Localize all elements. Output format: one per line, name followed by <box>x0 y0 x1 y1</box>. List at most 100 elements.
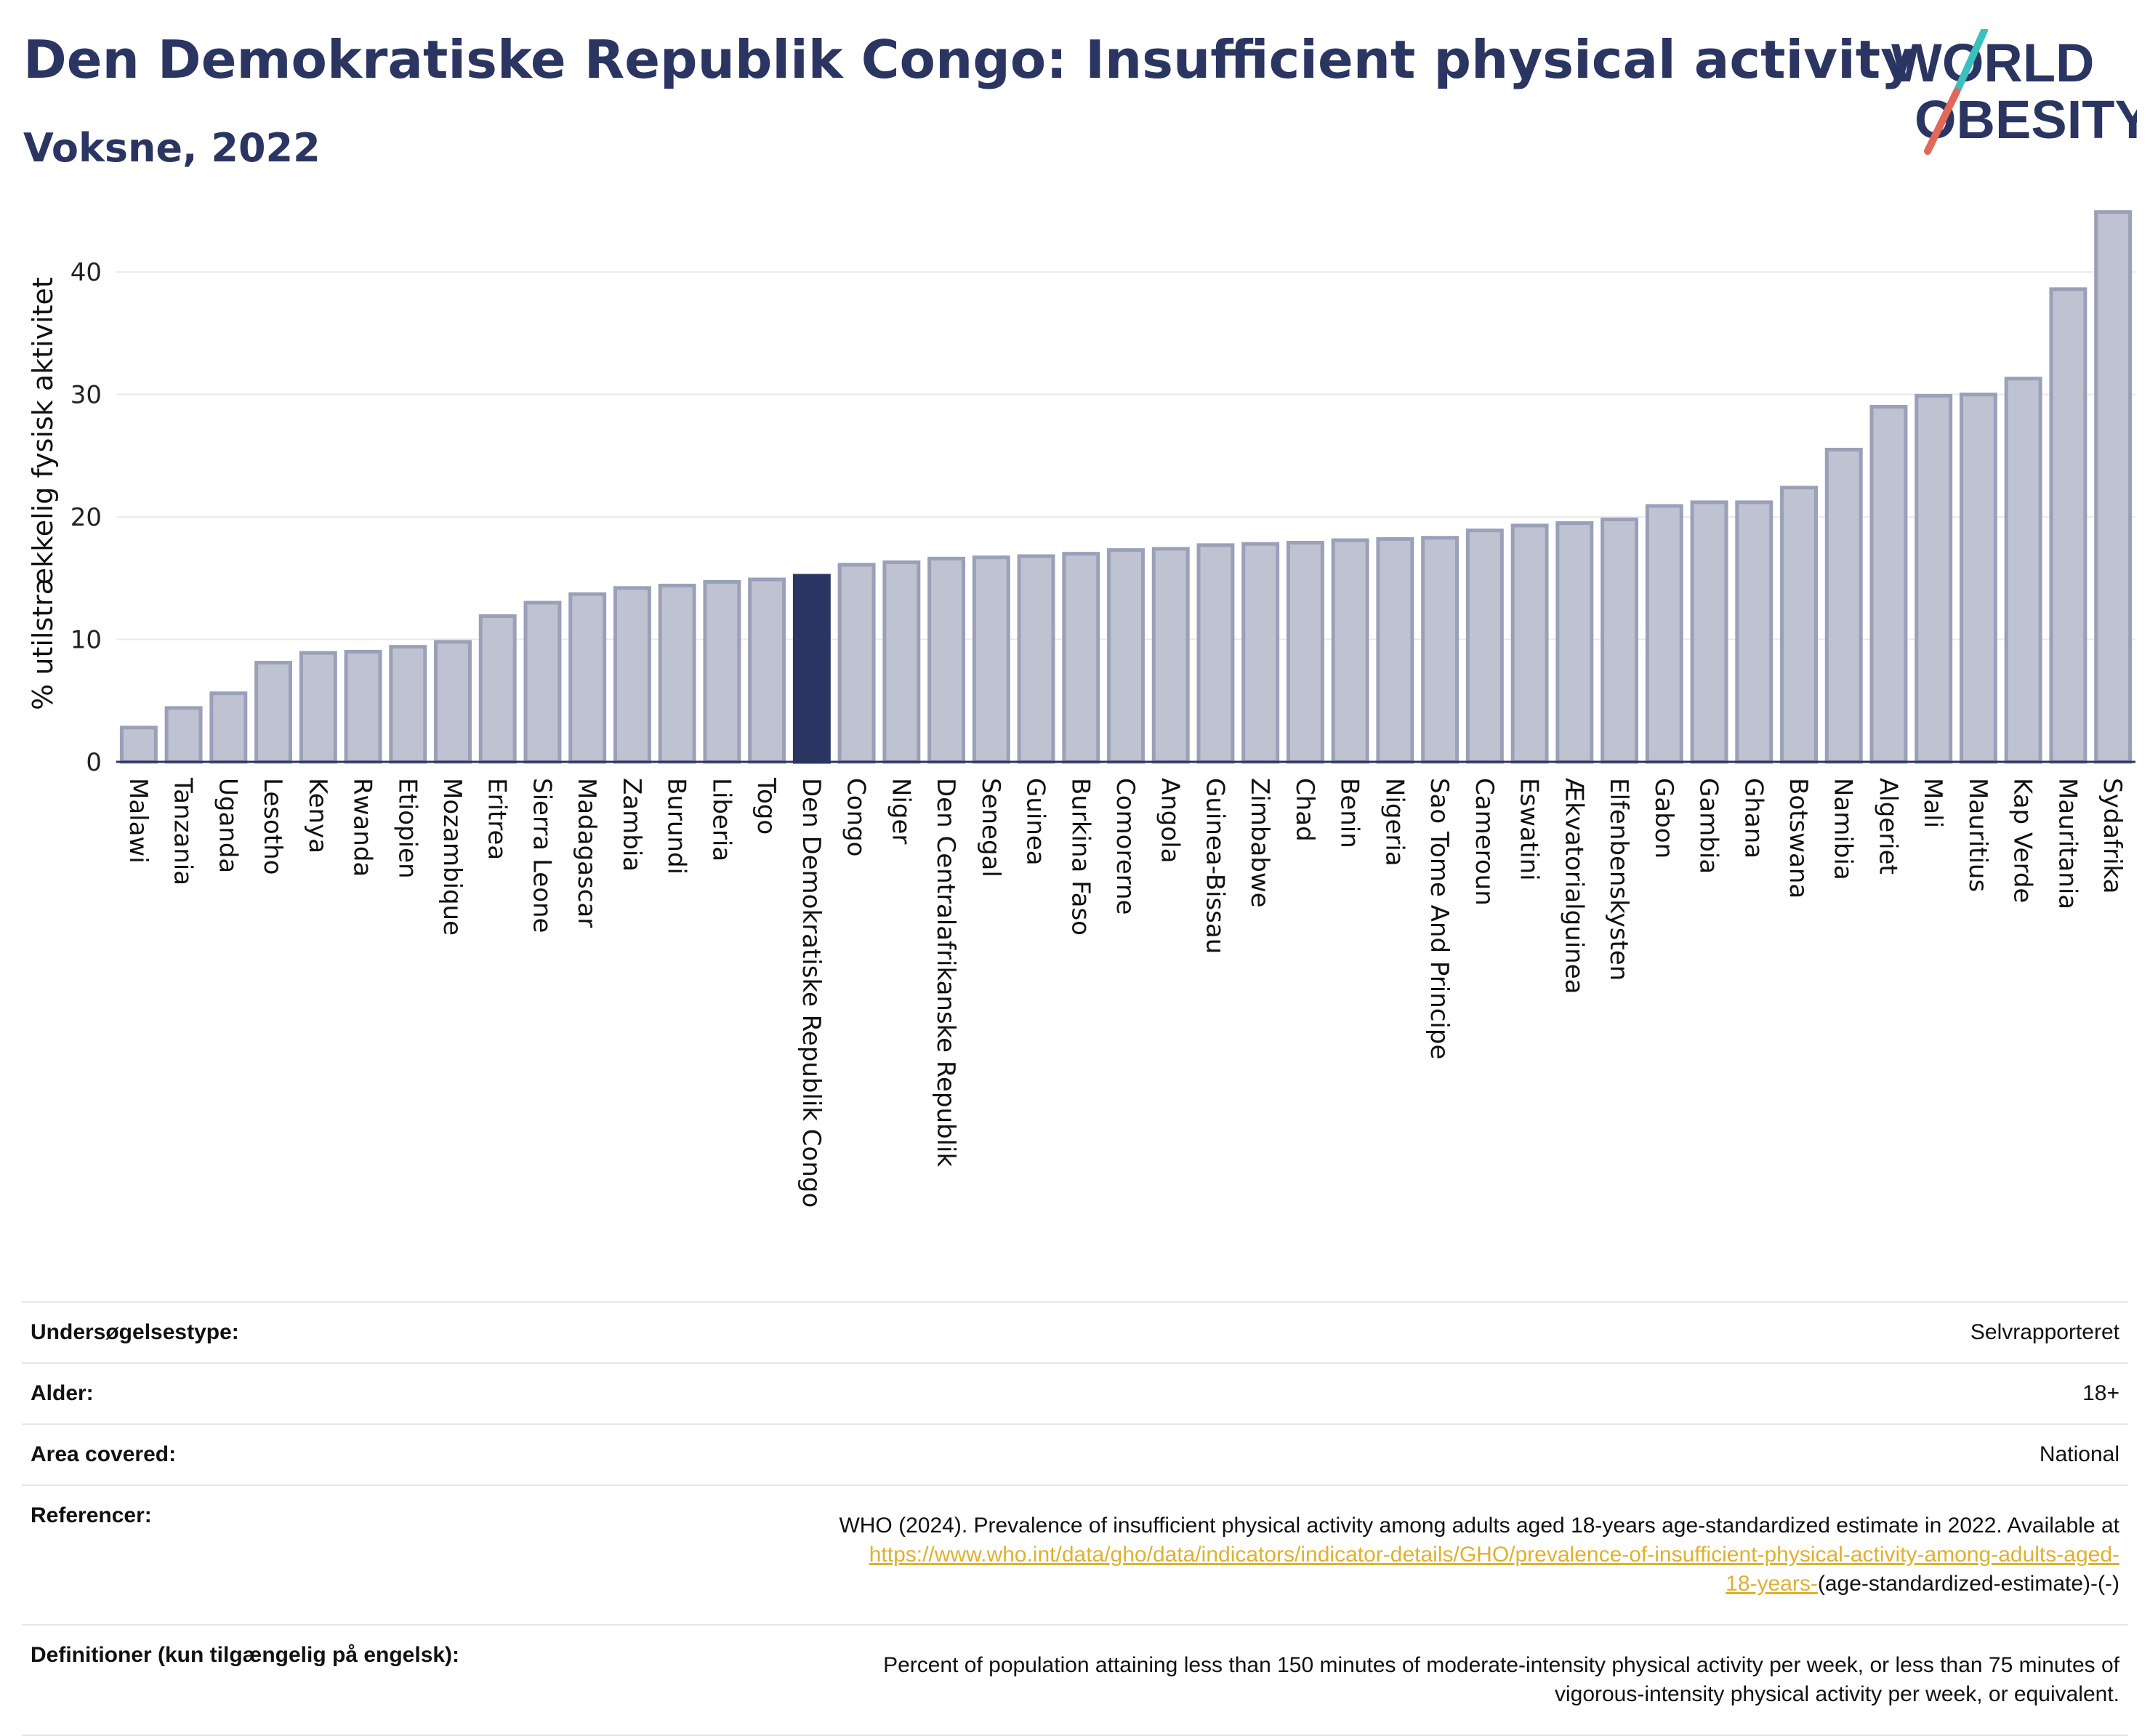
x-tick-label: Mozambique <box>438 778 467 936</box>
x-tick-label: Uganda <box>213 778 242 873</box>
x-tick-label: Elfenbenskysten <box>1604 778 1633 981</box>
bar <box>837 563 876 764</box>
x-tick-label: Mauritius <box>1963 778 1992 892</box>
page-title: Den Demokratiske Republik Congo: Insuffi… <box>23 29 1915 90</box>
bar <box>299 651 337 764</box>
x-tick-label: Congo <box>842 778 871 856</box>
y-tick-label: 10 <box>71 626 102 655</box>
bar <box>209 691 248 764</box>
metadata-table: Undersøgelsestype: Selvrapporteret Alder… <box>22 1301 2128 1736</box>
logo-slash-bottom <box>1924 88 1960 155</box>
bar <box>1017 554 1055 764</box>
x-tick-label: Mauritania <box>2053 778 2082 909</box>
meta-row-survey-type: Undersøgelsestype: Selvrapporteret <box>22 1301 2128 1363</box>
x-tick-label: Guinea <box>1021 778 1050 866</box>
meta-label: Undersøgelsestype: <box>22 1301 592 1363</box>
x-tick-label: Eswatini <box>1515 778 1544 881</box>
bar <box>1780 486 1818 764</box>
bar <box>1601 517 1639 764</box>
bar <box>613 586 651 764</box>
x-tick-label: Gabon <box>1649 778 1678 859</box>
reference-link-continued[interactable]: 18-years- <box>1726 1572 1818 1596</box>
x-tick-label: Kap Verde <box>2008 778 2037 903</box>
bar <box>1196 543 1235 764</box>
bar <box>1421 536 1459 764</box>
bar <box>1869 405 1908 764</box>
y-tick-label: 20 <box>71 503 102 532</box>
x-tick-label: Nigeria <box>1380 778 1409 867</box>
x-tick-label: Botswana <box>1784 778 1813 899</box>
meta-value: Percent of population attaining less tha… <box>592 1624 2128 1736</box>
definition-line1: Percent of population attaining less tha… <box>883 1653 2119 1677</box>
x-tick-label: Den Demokratiske Republik Congo <box>797 778 826 1207</box>
meta-label: Referencer: <box>22 1484 592 1625</box>
x-tick-label: Burkina Faso <box>1066 778 1095 936</box>
world-obesity-logo: WORLD OBESITY <box>1891 29 2137 155</box>
bar <box>1959 393 1997 764</box>
bar <box>972 555 1010 764</box>
x-tick-label: Togo <box>752 777 781 835</box>
x-tick-label: Comorerne <box>1111 778 1140 915</box>
bar <box>164 706 203 764</box>
x-tick-label: Lesotho <box>258 778 287 875</box>
bar <box>119 726 158 764</box>
page-subtitle: Voksne, 2022 <box>23 125 321 171</box>
bar <box>2004 377 2042 764</box>
bar <box>568 592 607 764</box>
x-tick-label: Cameroun <box>1470 778 1499 906</box>
bar <box>748 577 786 764</box>
bar <box>344 649 382 764</box>
x-tick-label: Senegal <box>976 778 1005 877</box>
x-tick-label: Burundi <box>662 778 691 875</box>
x-tick-label: Angola <box>1156 778 1185 863</box>
bar <box>1107 548 1145 764</box>
logo-line1: WORLD <box>1891 33 2095 93</box>
y-tick-label: 0 <box>86 748 102 777</box>
x-tick-label: Niger <box>886 778 915 844</box>
meta-value: Selvrapporteret <box>592 1301 2128 1363</box>
bar <box>2094 210 2133 764</box>
bar-chart: 0 10 20 30 40 % utilstrækkelig fysisk aktivit… <box>27 210 2135 1207</box>
bar <box>1331 538 1369 764</box>
bar <box>1151 547 1190 764</box>
logo-slash-top <box>1953 29 1988 95</box>
reference-link[interactable]: https://www.who.int/data/gho/data/indica… <box>869 1543 2119 1567</box>
x-tick-label: Mali <box>1918 778 1947 828</box>
meta-label: Definitioner (kun tilgængelig på engelsk… <box>22 1624 592 1736</box>
x-tick-label: Zambia <box>617 778 646 872</box>
meta-label: Alder: <box>22 1362 592 1424</box>
x-tick-label: Kenya <box>303 778 332 853</box>
bar <box>1555 521 1594 764</box>
x-tick-label: Gambia <box>1694 778 1723 874</box>
reference-text: WHO (2024). Prevalence of insufficient p… <box>839 1514 2119 1538</box>
x-tick-label: Etiopien <box>392 778 422 879</box>
meta-row-age: Alder: 18+ <box>22 1362 2128 1424</box>
x-tick-label: Namibia <box>1829 778 1858 880</box>
definition-line2: vigorous-intensity physical activity per… <box>1554 1682 2119 1706</box>
x-tick-label: Sao Tome And Principe <box>1425 778 1454 1059</box>
bar <box>1645 504 1683 764</box>
bar <box>792 574 831 764</box>
x-tick-label: Chad <box>1290 778 1319 842</box>
x-tick-label: Algeriet <box>1873 778 1902 875</box>
x-tick-label: Benin <box>1335 778 1364 848</box>
y-tick-label: 30 <box>71 381 102 410</box>
bar <box>1241 542 1280 764</box>
bar <box>1510 523 1549 764</box>
x-tick-label: Ghana <box>1739 778 1768 859</box>
bar <box>254 661 293 764</box>
meta-row-definitions: Definitioner (kun tilgængelig på engelsk… <box>22 1624 2128 1736</box>
bar <box>389 645 427 764</box>
bar <box>1824 447 1863 764</box>
bar <box>1286 540 1324 764</box>
x-tick-label: Liberia <box>706 778 736 861</box>
meta-value: National <box>592 1423 2128 1485</box>
bar <box>658 583 696 764</box>
x-tick-label: Tanzania <box>169 777 198 885</box>
y-tick-label: 40 <box>71 258 102 287</box>
y-axis-label: % utilstrækkelig fysisk aktivitet <box>27 277 59 710</box>
meta-row-references: Referencer: WHO (2024). Prevalence of in… <box>22 1484 2128 1625</box>
bar <box>2049 287 2087 764</box>
x-tick-label: Sydafrika <box>2098 778 2127 893</box>
meta-label: Area covered: <box>22 1423 592 1485</box>
